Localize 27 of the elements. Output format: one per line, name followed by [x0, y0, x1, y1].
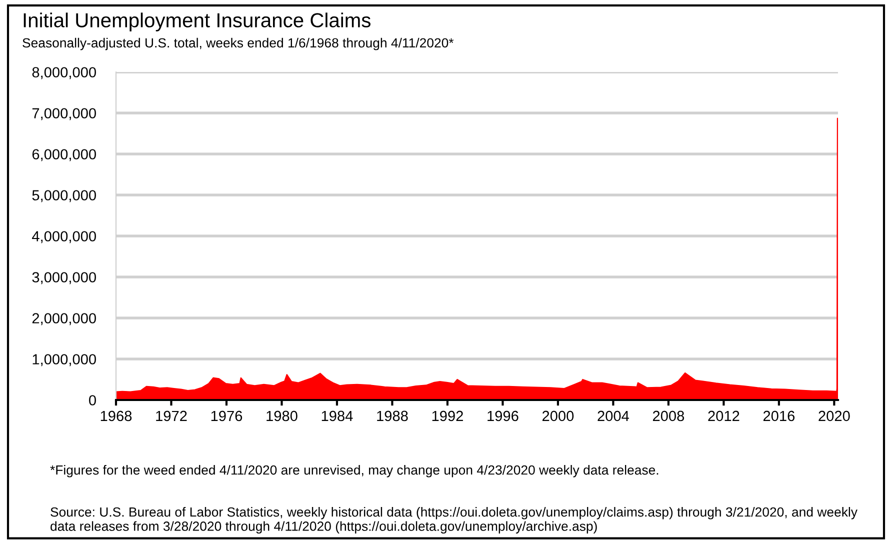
x-tick-label: 1992: [432, 410, 463, 422]
y-tick-label: 8,000,000: [32, 67, 96, 80]
y-tick-label: 3,000,000: [32, 272, 96, 284]
y-tick-label: 7,000,000: [32, 108, 96, 120]
y-tick-label: 5,000,000: [32, 190, 96, 202]
x-tick-label: 1980: [266, 410, 298, 422]
text: *Figures for the weed ended 4/11/2020 are unrevised, may change upon 4/23/2020 weekly data release.: [50, 465, 658, 478]
x-tick-label: 1988: [377, 410, 408, 422]
x-tick-label: 2020: [818, 410, 850, 422]
chart-subtitle: Seasonally-adjusted U.S. total, weeks ended 1/6/1968 through 4/11/2020*: [22, 38, 454, 50]
chart-title: Initial Unemployment Insurance Claims: [24, 12, 370, 32]
x-tick-label: 2008: [652, 410, 684, 422]
x-tick-label: 1996: [488, 410, 518, 422]
y-tick-label: 1,000,000: [32, 354, 96, 366]
x-tick-label: 2012: [708, 410, 740, 422]
x-tick-label: 1976: [211, 410, 242, 422]
source-note: Source: U.S. Bureau of Labor Statistics, weekly historical data (https://oui.doleta.gov/unemploy/claims.asp) through 3/21/2020, and weekly data releases from 3/28/2020 through 4/11/2020 (https://oui.doleta.gov/unemploy/archive.asp): [50, 507, 858, 534]
y-tick-label: 4,000,000: [32, 231, 96, 244]
y-tick-label: 2,000,000: [32, 313, 96, 326]
x-tick-label: 1972: [156, 410, 187, 422]
x-tick-label: 2016: [763, 410, 795, 422]
y-tick-label: 6,000,000: [32, 149, 96, 162]
x-tick-label: 2004: [598, 410, 629, 422]
y-tick-label: 0: [89, 395, 96, 406]
x-tick-label: 2000: [542, 410, 574, 422]
x-tick-label: 1984: [322, 410, 353, 422]
x-tick-label: 1968: [100, 410, 132, 422]
